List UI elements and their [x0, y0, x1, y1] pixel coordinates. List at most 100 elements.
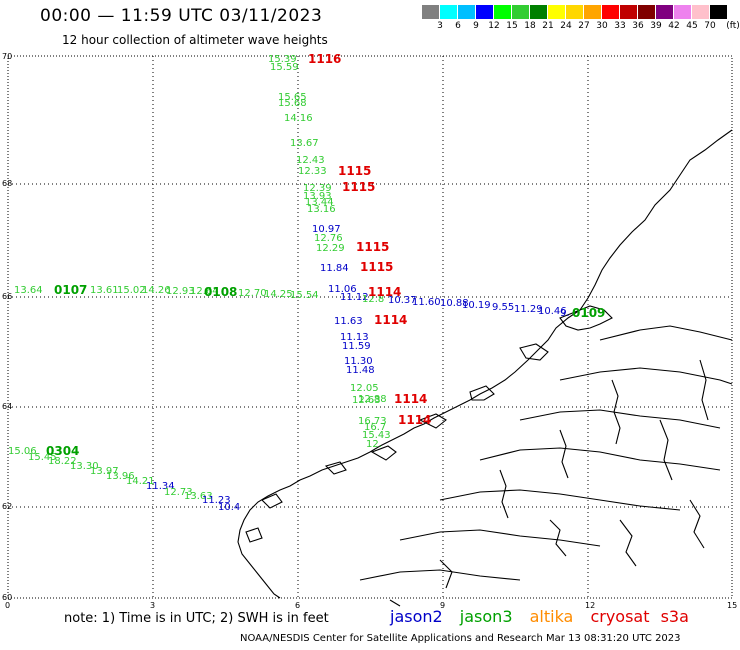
wave-height-label: 13.44	[305, 197, 334, 208]
wave-height-label: 12.39	[303, 183, 332, 194]
wave-height-label: 15.54	[290, 290, 319, 301]
scale-label: 3	[437, 21, 443, 31]
wave-height-label: 11.30	[344, 356, 373, 367]
scale-label: 36	[632, 21, 644, 31]
scale-label: 21	[542, 21, 554, 31]
pass-time-label: 1116	[308, 52, 341, 66]
latitude-label: 62	[2, 502, 12, 511]
scale-label: 39	[650, 21, 662, 31]
wave-height-label: 15.39	[268, 54, 297, 65]
wave-height-label: 12.70	[238, 288, 267, 299]
scale-label: 45	[686, 21, 698, 31]
wave-height-label: 15.65	[278, 92, 307, 103]
wave-height-label: 15.02	[117, 285, 146, 296]
pass-time-label: 1114	[394, 392, 427, 406]
latitude-label: 64	[2, 402, 12, 411]
pass-time-label: 1115	[338, 164, 371, 178]
longitude-label: 6	[295, 601, 300, 610]
scale-label: 18	[524, 21, 536, 31]
scale-label: 70	[704, 21, 716, 31]
wave-height-label: 15.43	[362, 430, 391, 441]
wave-height-label: 11.84	[320, 263, 349, 274]
longitude-labels: 0 3 6 9 12 15	[5, 601, 737, 610]
legend-cryosat: cryosat	[590, 607, 650, 626]
latitude-label: 70	[2, 52, 12, 61]
wave-height-label: 16.73	[358, 416, 387, 427]
wave-height-label: 12.93	[166, 286, 195, 297]
wave-height-label: 12.33	[298, 166, 327, 177]
wave-height-label: 13.30	[70, 461, 99, 472]
scale-label: 24	[560, 21, 572, 31]
wave-height-label: 12.76	[314, 233, 343, 244]
note-text: note: 1) Time is in UTC; 2) SWH is in fe…	[64, 611, 329, 626]
wave-height-label: 9.	[560, 308, 570, 319]
scale-swatch	[602, 5, 619, 19]
credit-line: NOAA/NESDIS Center for Satellite Applica…	[240, 633, 681, 644]
wave-height-label: 13.16	[307, 204, 336, 215]
map-title: 00:00 — 11:59 UTC 03/11/2023	[40, 6, 323, 26]
scale-swatch	[692, 5, 709, 19]
scale-label: 15	[506, 21, 518, 31]
scale-label: 12	[488, 21, 500, 31]
scale-swatch	[674, 5, 691, 19]
wave-height-label: 14.26	[142, 285, 171, 296]
wave-height-label: 11.63	[334, 316, 363, 327]
pass-time-label: 0107	[54, 283, 87, 297]
latitude-label: 60	[2, 593, 12, 602]
pass-time-label: 1115	[342, 180, 375, 194]
latitude-label: 66	[2, 292, 12, 301]
longitude-label: 9	[440, 601, 445, 610]
scale-swatch	[584, 5, 601, 19]
longitude-label: 0	[5, 601, 10, 610]
scale-swatch	[458, 5, 475, 19]
pass-time-label: 1115	[360, 260, 393, 274]
longitude-label: 12	[585, 601, 595, 610]
wave-height-label: 11.13	[340, 332, 369, 343]
scale-swatch	[656, 5, 673, 19]
wave-height-label: 12.73	[164, 487, 193, 498]
scale-label: 27	[578, 21, 590, 31]
scale-label: 6	[455, 21, 461, 31]
wave-height-label: 15.59	[270, 62, 299, 73]
scale-label: 33	[614, 21, 626, 31]
wave-height-label: 10.46	[538, 306, 567, 317]
wave-height-label: 14.25	[264, 289, 293, 300]
scale-swatch	[512, 5, 529, 19]
wave-height-label: 11.34	[146, 481, 175, 492]
map-subtitle: 12 hour collection of altimeter wave hei…	[62, 33, 328, 47]
wave-height-label: 12.8	[362, 294, 384, 305]
legend-jason3: jason3	[459, 607, 513, 626]
wave-height-label: 11.12	[340, 292, 369, 303]
wave-height-label: 12.63	[352, 395, 381, 406]
wave-height-label: 11.06	[328, 284, 357, 295]
wave-height-label: 11.23	[202, 495, 231, 506]
longitude-label: 15	[727, 601, 737, 610]
pass-time-label: 0108	[204, 285, 237, 299]
wave-height-label: 9.55	[492, 302, 514, 313]
scale-swatch	[440, 5, 457, 19]
pass-time-label: 1114	[368, 285, 401, 299]
pass-time-marks: 1116 1115 1115 1115 1115 0107 0108 1114 1114 1114…	[46, 52, 605, 458]
wave-height-label: 11.59	[342, 341, 371, 352]
wave-height-label: 14.16	[284, 113, 313, 124]
pass-time-label: 1114	[398, 413, 431, 427]
pass-time-label: 1115	[356, 240, 389, 254]
coastline	[237, 129, 733, 607]
scale-swatch	[476, 5, 493, 19]
wave-height-label: 18.22	[48, 456, 77, 467]
scale-swatch	[638, 5, 655, 19]
wave-height-label: 10.4	[218, 502, 240, 513]
scale-swatch	[620, 5, 637, 19]
wave-height-label: 12.64	[190, 286, 219, 297]
wave-height-label: 10.37	[388, 295, 417, 306]
wave-height-label: 11.60	[412, 297, 441, 308]
pass-time-label: 1114	[374, 313, 407, 327]
wave-height-label: 13.97	[90, 466, 119, 477]
wave-height-label: 13.64	[14, 285, 43, 296]
legend-altika: altika	[529, 607, 574, 626]
scale-swatch	[494, 5, 511, 19]
pass-time-label: 0109	[572, 306, 605, 320]
scale-swatch	[530, 5, 547, 19]
longitude-label: 3	[150, 601, 155, 610]
